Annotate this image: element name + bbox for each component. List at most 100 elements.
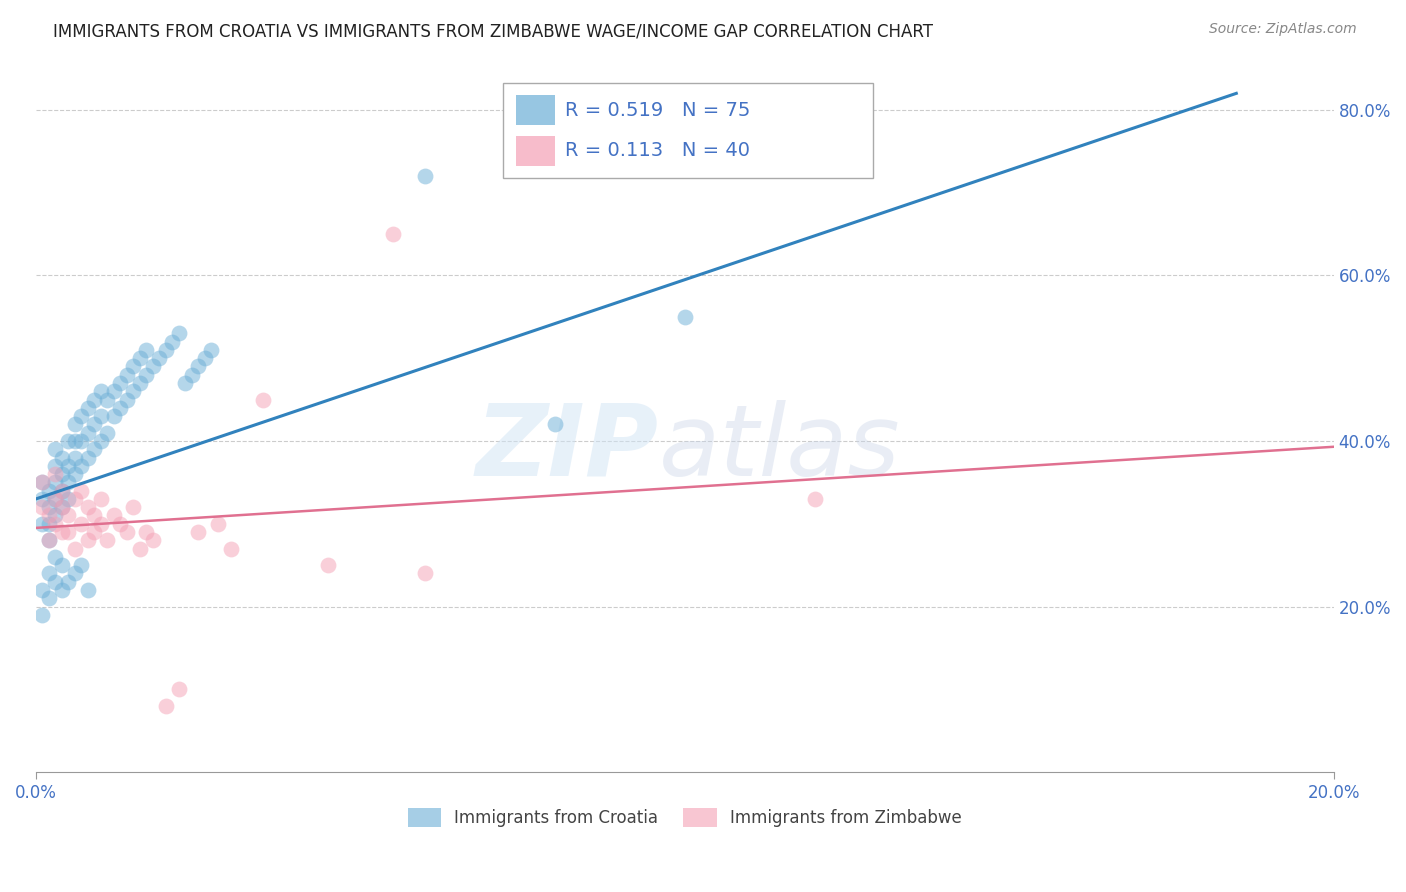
Point: [167, 326, 190, 341]
Point: [128, 541, 150, 556]
Point: [110, 401, 132, 415]
Point: [90, 409, 112, 424]
Point: [187, 359, 209, 374]
Point: [44, 458, 66, 473]
Point: [63, 417, 86, 432]
Point: [63, 434, 86, 448]
Point: [70, 483, 93, 498]
Point: [51, 582, 73, 597]
Point: [51, 524, 73, 539]
Point: [135, 343, 157, 357]
Point: [544, 417, 567, 432]
Point: [83, 508, 105, 523]
Point: [44, 508, 66, 523]
FancyBboxPatch shape: [503, 83, 873, 178]
Legend: Immigrants from Croatia, Immigrants from Zimbabwe: Immigrants from Croatia, Immigrants from…: [401, 802, 969, 834]
Point: [110, 516, 132, 531]
Point: [44, 516, 66, 531]
Point: [219, 541, 242, 556]
Point: [63, 541, 86, 556]
Point: [174, 376, 197, 390]
Point: [38, 483, 60, 498]
Point: [83, 442, 105, 457]
Point: [194, 351, 217, 366]
Point: [115, 368, 138, 382]
Point: [76, 582, 98, 597]
Point: [128, 376, 150, 390]
Text: IMMIGRANTS FROM CROATIA VS IMMIGRANTS FROM ZIMBABWE WAGE/INCOME GAP CORRELATION : IMMIGRANTS FROM CROATIA VS IMMIGRANTS FR…: [53, 22, 934, 40]
Point: [70, 409, 93, 424]
Point: [63, 566, 86, 581]
Point: [90, 516, 112, 531]
Point: [51, 467, 73, 481]
Point: [115, 392, 138, 407]
Point: [76, 425, 98, 440]
Point: [58, 475, 80, 490]
Point: [44, 467, 66, 481]
Point: [63, 491, 86, 506]
Point: [155, 698, 177, 713]
FancyBboxPatch shape: [516, 136, 555, 166]
Point: [103, 384, 125, 399]
Point: [58, 434, 80, 448]
Point: [70, 434, 93, 448]
Text: atlas: atlas: [659, 400, 900, 497]
Point: [135, 368, 157, 382]
Point: [135, 524, 157, 539]
Point: [31, 500, 53, 515]
Point: [38, 516, 60, 531]
Point: [110, 376, 132, 390]
Point: [76, 500, 98, 515]
Point: [51, 500, 73, 515]
Point: [44, 442, 66, 457]
Point: [90, 384, 112, 399]
Point: [44, 491, 66, 506]
Point: [96, 392, 118, 407]
Point: [155, 343, 177, 357]
Point: [70, 458, 93, 473]
Point: [207, 516, 229, 531]
Point: [31, 582, 53, 597]
Point: [38, 533, 60, 548]
Point: [70, 516, 93, 531]
Point: [51, 558, 73, 573]
Point: [58, 574, 80, 589]
Point: [76, 401, 98, 415]
Point: [803, 491, 825, 506]
Point: [51, 450, 73, 465]
Point: [413, 169, 436, 183]
Point: [381, 227, 404, 241]
Point: [83, 417, 105, 432]
Point: [38, 566, 60, 581]
Point: [31, 491, 53, 506]
Point: [142, 359, 165, 374]
Point: [200, 343, 222, 357]
Point: [44, 491, 66, 506]
Text: R = 0.113   N = 40: R = 0.113 N = 40: [565, 141, 751, 161]
Point: [31, 475, 53, 490]
Point: [31, 516, 53, 531]
Point: [252, 392, 274, 407]
Point: [58, 524, 80, 539]
Point: [31, 607, 53, 622]
Point: [413, 566, 436, 581]
Point: [51, 500, 73, 515]
FancyBboxPatch shape: [516, 95, 555, 125]
Point: [51, 483, 73, 498]
Point: [58, 508, 80, 523]
Point: [38, 591, 60, 606]
Point: [180, 368, 202, 382]
Point: [38, 508, 60, 523]
Point: [122, 359, 145, 374]
Point: [115, 524, 138, 539]
Point: [96, 425, 118, 440]
Point: [122, 500, 145, 515]
Point: [673, 310, 696, 324]
Point: [63, 467, 86, 481]
Point: [167, 682, 190, 697]
Point: [90, 434, 112, 448]
Point: [63, 450, 86, 465]
Point: [90, 491, 112, 506]
Point: [31, 475, 53, 490]
Point: [44, 475, 66, 490]
